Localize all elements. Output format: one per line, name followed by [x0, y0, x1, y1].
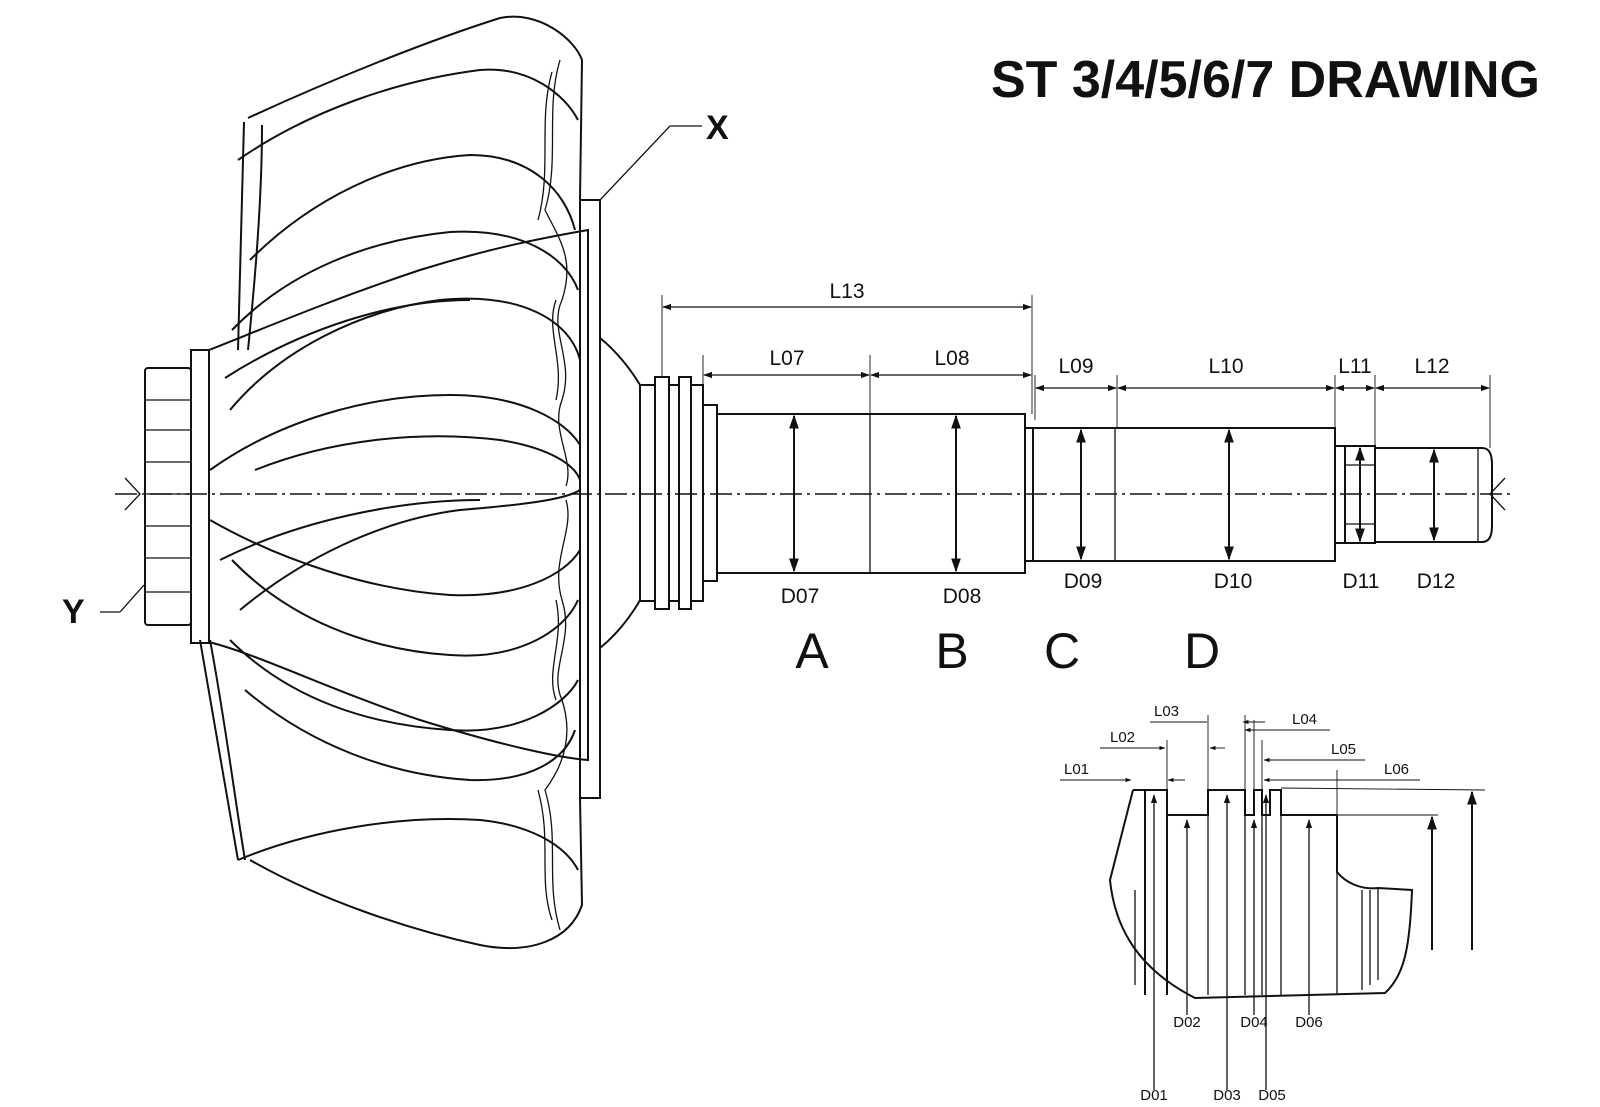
svg-text:Y: Y [62, 593, 85, 631]
drawing-title: ST 3/4/5/6/7 DRAWING [991, 51, 1540, 109]
dim-D10: D10 [1214, 570, 1253, 593]
callout-y: Y [62, 584, 145, 631]
section-B: B [935, 623, 968, 679]
dim-L04: L04 [1292, 711, 1317, 728]
dim-D02: D02 [1173, 1014, 1201, 1031]
callout-x: X [599, 109, 729, 201]
compressor-wheel [144, 15, 641, 949]
dim-D07: D07 [781, 585, 820, 608]
dim-L08: L08 [934, 347, 969, 370]
dim-L07: L07 [769, 347, 804, 370]
dim-D06: D06 [1295, 1014, 1323, 1031]
dim-D09: D09 [1064, 570, 1103, 593]
dim-L10: L09 [1058, 355, 1093, 378]
main-dimensions: L13 L07 L08 L09 L10 L11 L12 D07 D08 D09 … [661, 280, 1491, 679]
dim-L12: L11 [1338, 355, 1371, 378]
dim-L11: L10 [1208, 355, 1243, 378]
dim-D04: D04 [1240, 1014, 1268, 1031]
dim-D03: D03 [1213, 1087, 1241, 1104]
dim-L06: L06 [1384, 761, 1409, 778]
svg-text:X: X [706, 109, 729, 147]
section-A: A [795, 623, 829, 679]
detail-view: L01 L02 L03 L04 L05 L06 D01 D02 D03 D04 … [1060, 703, 1486, 1104]
dim-L13: L12 [1414, 355, 1449, 378]
dim-D05: D05 [1258, 1087, 1286, 1104]
dim-L09: L13 [829, 280, 864, 303]
section-C: C [1044, 623, 1080, 679]
dim-D11: D11 [1343, 570, 1380, 593]
dim-L03: L03 [1154, 703, 1179, 720]
shaft-nut [144, 349, 210, 644]
dim-D08: D08 [943, 585, 982, 608]
dim-L01: L01 [1064, 761, 1089, 778]
dim-D12: D12 [1417, 570, 1456, 593]
dim-D01: D01 [1140, 1087, 1168, 1104]
dim-L02: L02 [1110, 729, 1135, 746]
dim-L05: L05 [1331, 741, 1356, 758]
section-D: D [1184, 623, 1220, 679]
